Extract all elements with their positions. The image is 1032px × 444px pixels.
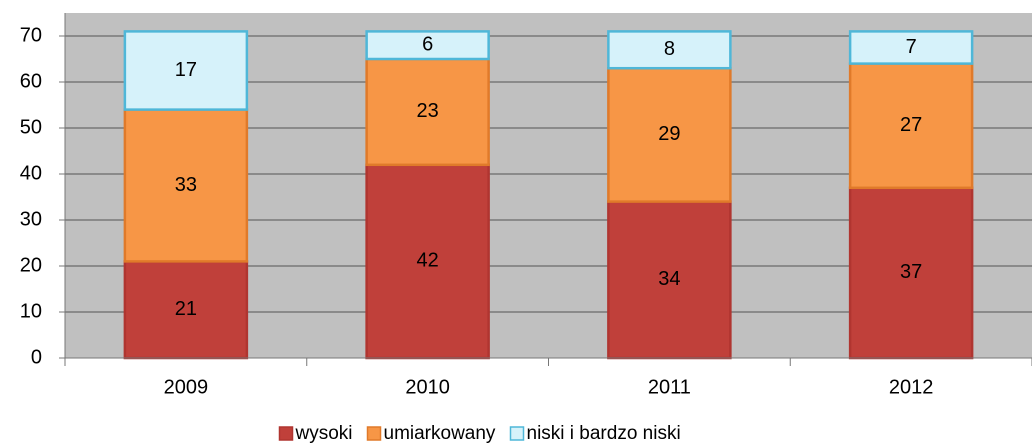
legend-label: umiarkowany	[384, 423, 496, 444]
data-label: 29	[658, 123, 680, 145]
y-tick-label: 70	[20, 24, 42, 46]
y-tick-label: 10	[20, 300, 42, 322]
y-tick-label: 30	[20, 208, 42, 230]
bar-segment	[848, 186, 974, 360]
bar-segment	[848, 62, 974, 190]
data-label: 7	[906, 36, 917, 58]
bar-segment	[365, 57, 490, 167]
y-tick-label: 60	[20, 70, 42, 92]
legend-label: niski i bardzo niski	[527, 423, 681, 444]
data-label: 34	[658, 268, 680, 290]
x-tick-label: 2009	[164, 376, 209, 398]
data-label: 17	[175, 59, 197, 81]
data-label: 21	[175, 298, 197, 320]
bar-segment	[123, 108, 249, 263]
data-label: 6	[422, 33, 433, 55]
data-label: 37	[900, 261, 922, 283]
y-tick-label: 20	[20, 254, 42, 276]
bar-segment	[607, 30, 732, 70]
legend-label: wysoki	[295, 423, 353, 444]
legend-swatch	[366, 426, 382, 441]
bar-segment	[123, 30, 249, 111]
bar-segment	[365, 30, 490, 61]
legend-swatch	[509, 426, 525, 441]
x-tick-label: 2011	[648, 376, 691, 398]
data-label: 33	[175, 174, 197, 196]
x-tick-label: 2012	[889, 376, 934, 398]
data-label: 23	[417, 100, 439, 122]
bar-segment	[365, 163, 490, 360]
y-tick-label: 40	[20, 162, 42, 184]
y-tick-label: 50	[20, 116, 42, 138]
data-label: 8	[664, 38, 675, 60]
data-label: 42	[417, 250, 439, 272]
x-tick-label: 2010	[405, 376, 450, 398]
bar-segment	[848, 30, 974, 65]
y-tick-label: 0	[31, 346, 42, 368]
data-label: 27	[900, 114, 922, 136]
bar-segment	[123, 260, 249, 360]
legend-swatch	[278, 426, 294, 441]
